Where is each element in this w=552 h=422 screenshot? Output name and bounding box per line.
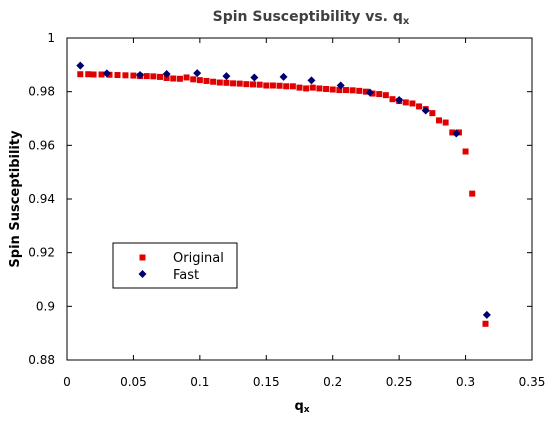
data-point-original (170, 75, 177, 82)
data-point-original (283, 83, 290, 90)
y-axis: 0.88 0.9 0.92 0.94 0.96 0.98 1 (28, 31, 532, 367)
x-tick-label: 0.25 (386, 375, 413, 389)
data-point-fast (365, 88, 374, 97)
data-point-original (122, 72, 129, 79)
y-axis-label: Spin Susceptibility (8, 130, 23, 268)
data-point-original (250, 81, 256, 88)
x-tick-label: 0.3 (456, 375, 475, 389)
data-point-original (157, 73, 163, 80)
data-point-original (163, 74, 170, 81)
legend: Original Fast (112, 242, 238, 289)
data-point-fast (250, 73, 259, 82)
data-point-original (376, 91, 383, 98)
data-point-original (442, 119, 449, 126)
data-point-original (230, 80, 237, 87)
data-point-original (296, 84, 303, 91)
data-point-original (482, 320, 489, 327)
data-point-original (130, 72, 137, 79)
data-point-original (429, 110, 436, 117)
y-tick-label: 0.98 (28, 85, 55, 99)
data-point-original (409, 100, 416, 107)
data-point-original (203, 77, 210, 84)
y-tick-label: 0.92 (28, 246, 55, 260)
data-point-original (183, 74, 190, 81)
data-point-fast (193, 69, 202, 78)
data-point-original (176, 75, 183, 82)
data-point-original (269, 82, 276, 89)
data-point-original (90, 71, 97, 78)
data-point-original (349, 87, 356, 94)
data-point-original (98, 71, 105, 78)
data-point-fast (336, 81, 345, 90)
x-tick-label: 0.15 (253, 375, 280, 389)
data-point-original (85, 71, 92, 78)
data-point-original (210, 78, 217, 85)
legend-label-original: Original (173, 251, 224, 266)
data-point-original (276, 82, 283, 89)
data-point-original (356, 87, 363, 94)
legend-box (112, 242, 238, 289)
legend-label-fast: Fast (173, 268, 199, 283)
data-point-original (362, 88, 369, 95)
x-axis: 0 0.05 0.1 0.15 0.2 0.25 0.3 0.35 (63, 38, 545, 389)
x-tick-label: 0.2 (323, 375, 342, 389)
data-point-fast (162, 69, 171, 78)
data-point-original (243, 81, 250, 88)
legend-marker-original (139, 254, 146, 261)
data-point-fast (222, 72, 231, 81)
x-tick-label: 0.35 (519, 375, 546, 389)
legend-marker-fast (138, 270, 147, 278)
data-point-original (329, 86, 336, 93)
data-point-original (114, 72, 121, 79)
data-point-fast (136, 71, 145, 80)
data-point-original (323, 85, 330, 92)
data-point-original (336, 87, 343, 94)
data-point-original (196, 77, 203, 84)
data-point-original (289, 83, 296, 90)
y-tick-label: 0.94 (28, 192, 55, 206)
data-point-original (236, 80, 243, 87)
y-tick-label: 1 (47, 31, 55, 45)
series-fast (76, 61, 491, 319)
data-point-original (402, 99, 409, 106)
data-points (76, 61, 491, 327)
data-point-original (256, 81, 263, 88)
data-point-fast (452, 129, 461, 138)
x-axis-label: qx (294, 399, 309, 415)
data-point-original (216, 79, 223, 86)
data-point-original (469, 190, 476, 197)
y-tick-label: 0.9 (36, 299, 55, 313)
data-point-original (316, 85, 323, 92)
data-point-fast (279, 72, 288, 81)
data-point-original (449, 129, 456, 136)
data-point-original (143, 73, 150, 80)
data-point-fast (102, 69, 111, 78)
y-tick-label: 0.88 (28, 353, 55, 367)
data-point-original (77, 71, 84, 78)
data-point-original (263, 82, 270, 89)
data-point-original (416, 103, 423, 110)
data-point-original (190, 76, 197, 83)
data-point-fast (482, 310, 491, 319)
data-point-original (462, 148, 469, 155)
chart-title: Spin Susceptibility vs. qx (213, 9, 410, 27)
data-point-original (343, 87, 349, 94)
data-point-fast (76, 61, 85, 70)
data-point-original (303, 85, 310, 92)
data-point-original (389, 96, 396, 103)
x-tick-label: 0.1 (190, 375, 209, 389)
data-point-original (223, 79, 230, 86)
x-tick-label: 0.05 (120, 375, 147, 389)
data-point-fast (421, 106, 430, 115)
data-point-original (436, 117, 442, 124)
data-point-original (150, 73, 157, 80)
data-point-fast (395, 95, 404, 104)
data-point-fast (307, 76, 316, 85)
data-point-original (309, 84, 316, 91)
x-tick-label: 0 (63, 375, 71, 389)
data-point-original (382, 92, 389, 99)
y-tick-label: 0.96 (28, 138, 55, 152)
